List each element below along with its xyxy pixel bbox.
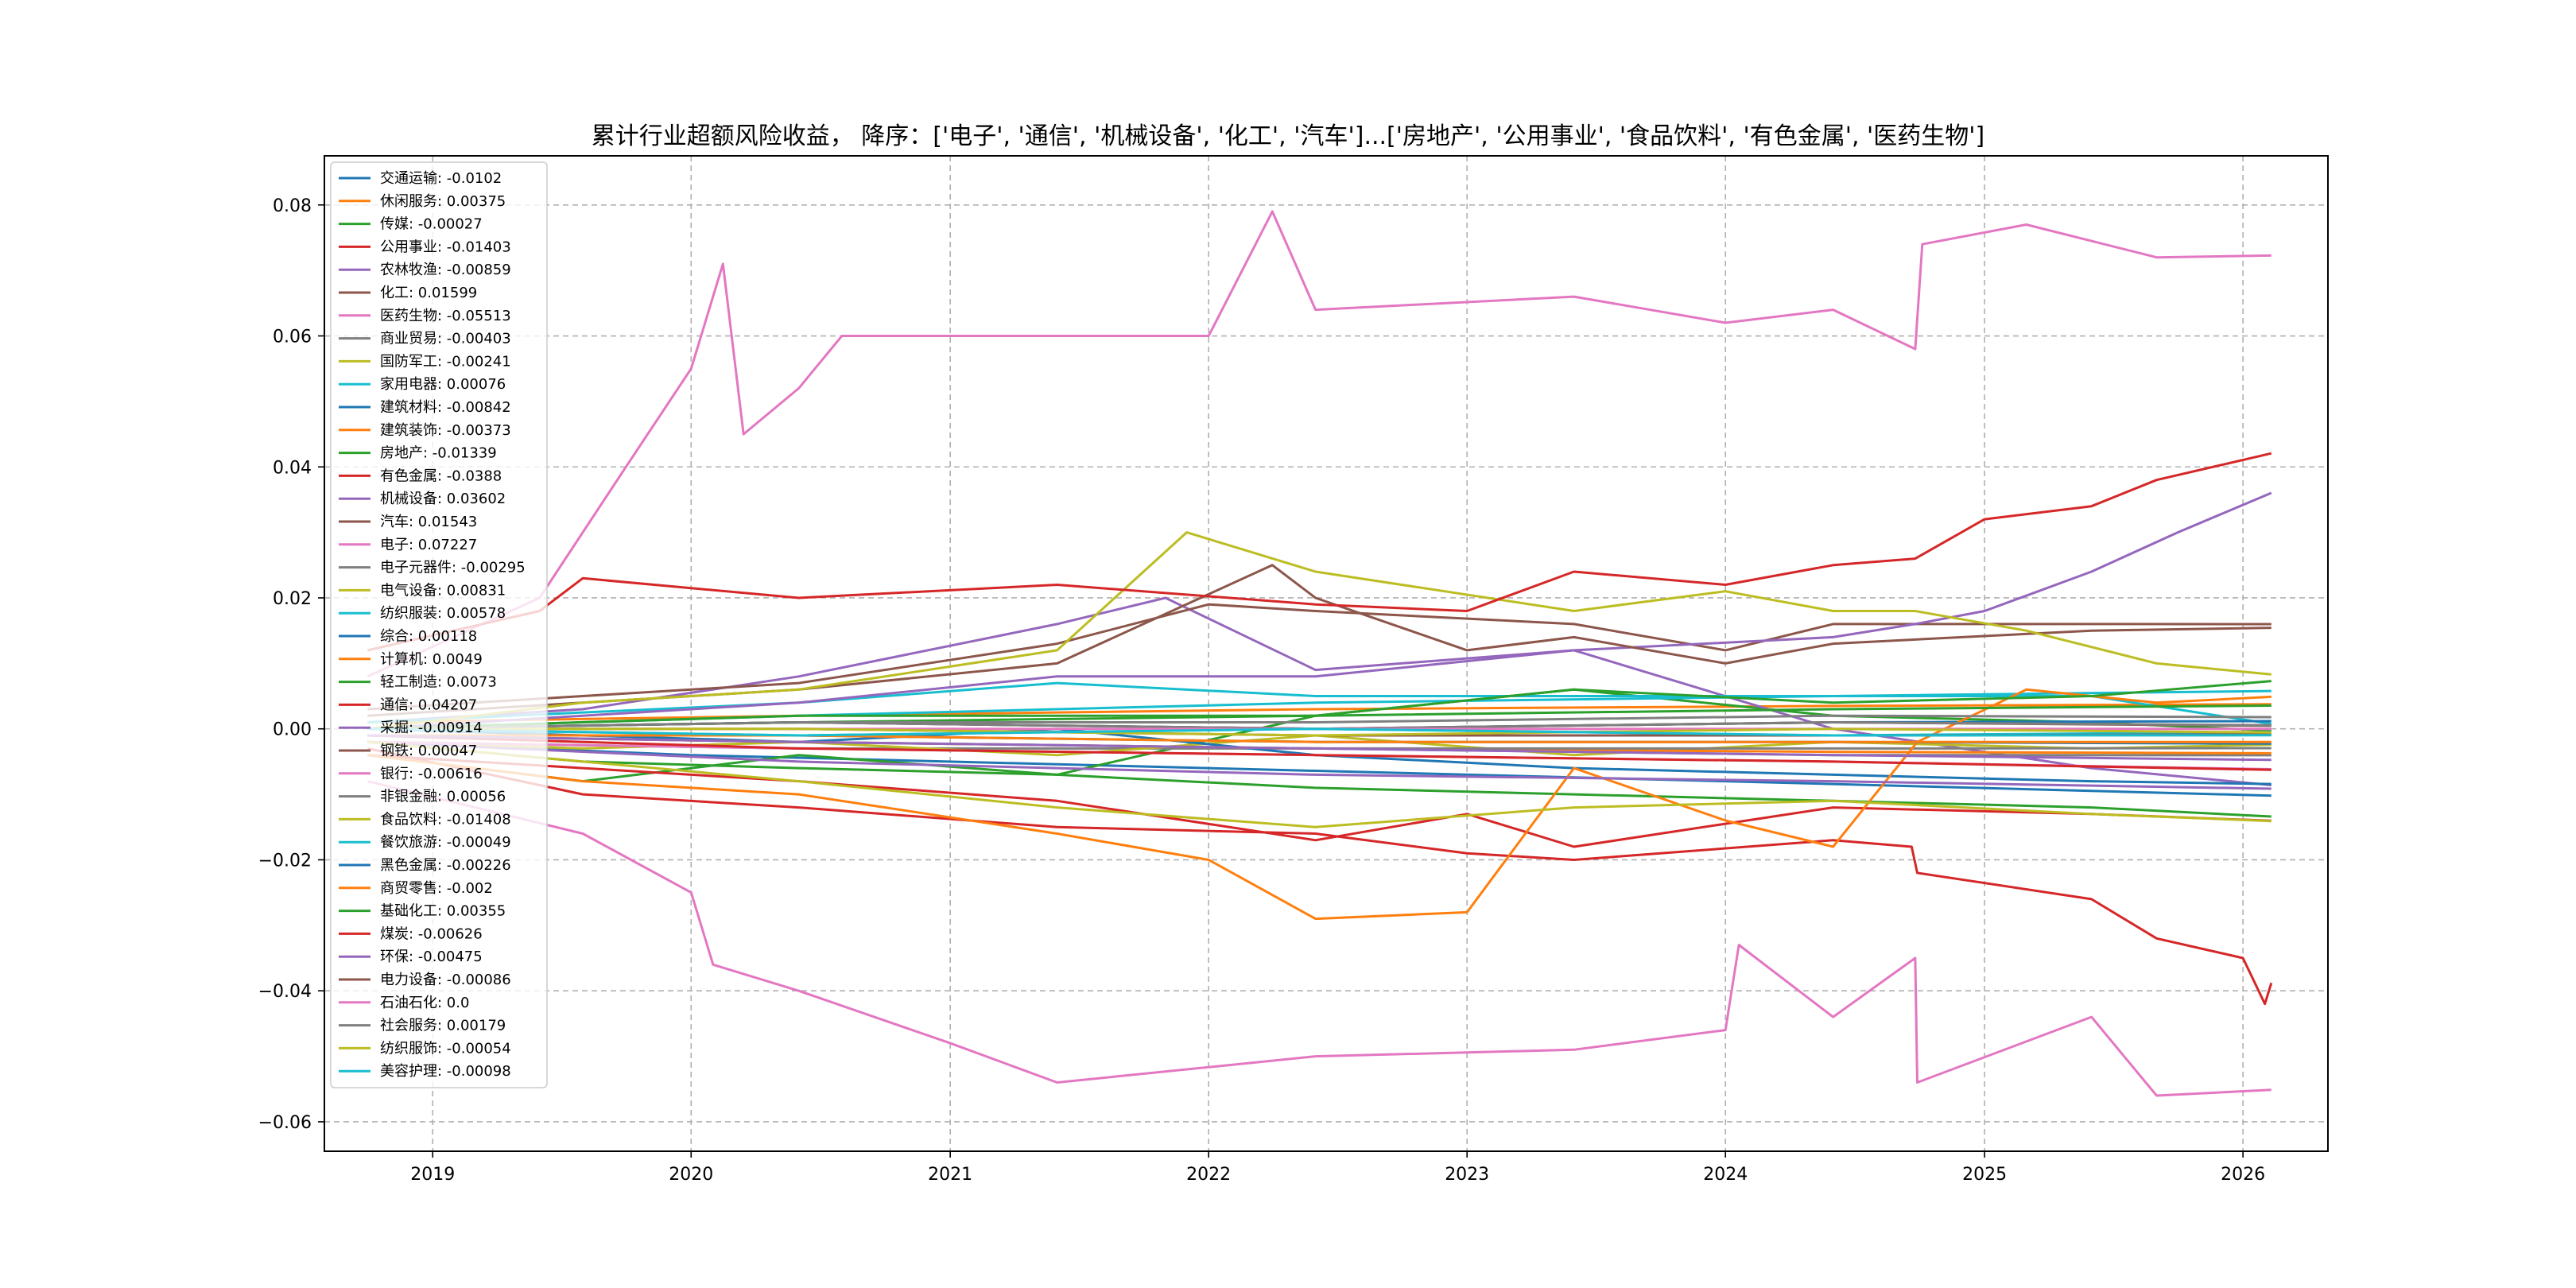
x-tick-label: 2025 xyxy=(1962,1165,2007,1185)
legend-label: 非银金融: 0.00056 xyxy=(380,789,506,805)
legend-label: 纺织服饰: -0.00054 xyxy=(380,1040,511,1057)
series-line-37 xyxy=(367,714,2271,731)
legend-label: 公用事业: -0.01403 xyxy=(380,239,511,255)
y-tick-label: 0.08 xyxy=(273,196,312,216)
series-line-13 xyxy=(367,747,2273,1006)
y-tick-label: −0.06 xyxy=(258,1113,312,1133)
legend-label: 环保: -0.00475 xyxy=(380,949,483,965)
y-tick-label: −0.02 xyxy=(258,851,312,871)
legend-label: 石油石化: 0.0 xyxy=(380,995,469,1011)
legend-label: 美容护理: -0.00098 xyxy=(380,1063,511,1080)
series-line-12 xyxy=(367,740,2271,818)
series-line-6 xyxy=(367,780,2271,1097)
legend-label: 基础化工: 0.00355 xyxy=(380,903,506,920)
series-line-22 xyxy=(367,680,2271,731)
legend-label: 餐饮旅游: -0.00049 xyxy=(380,834,511,851)
x-tick-label: 2022 xyxy=(1186,1165,1231,1185)
series-line-38 xyxy=(367,727,2271,737)
series-line-3 xyxy=(367,754,2271,848)
legend-label: 交通运输: -0.0102 xyxy=(380,170,502,187)
legend-box xyxy=(330,161,548,1088)
series-line-33 xyxy=(367,734,2271,771)
legend-label: 采掘: -0.00914 xyxy=(380,720,483,736)
y-tick-label: 0.06 xyxy=(273,328,312,347)
legend-label: 食品饮料: -0.01408 xyxy=(380,811,511,828)
y-tick-label: 0.02 xyxy=(273,589,312,609)
legend-label: 化工: 0.01599 xyxy=(380,285,477,301)
x-tick-label: 2021 xyxy=(928,1165,972,1185)
plot-frame xyxy=(324,155,2329,1152)
legend-label: 建筑材料: -0.00842 xyxy=(380,399,511,416)
x-tick-label: 2019 xyxy=(410,1165,455,1185)
legend: 交通运输: -0.0102 休闲服务: 0.00375 传媒: -0.00027 公用… xyxy=(330,161,548,1088)
grid-layer xyxy=(324,156,2328,1151)
legend-label: 传媒: -0.00027 xyxy=(380,216,483,233)
legend-label: 家用电器: 0.00076 xyxy=(380,376,506,393)
legend-label: 汽车: 0.01543 xyxy=(380,514,477,530)
legend-label: 农林牧渔: -0.00859 xyxy=(380,262,511,278)
legend-label: 商业贸易: -0.00403 xyxy=(380,331,511,347)
series-line-39 xyxy=(367,727,2271,737)
series-line-18 xyxy=(367,531,2271,731)
legend-label: 计算机: 0.0049 xyxy=(380,651,483,668)
legend-label: 银行: -0.00616 xyxy=(380,766,483,782)
x-tick-label: 2020 xyxy=(669,1165,713,1185)
legend-label: 房地产: -0.01339 xyxy=(380,445,497,462)
legend-label: 电子: 0.07227 xyxy=(380,537,477,553)
legend-label: 社会服务: 0.00179 xyxy=(380,1018,506,1034)
legend-label: 商贸零售: -0.002 xyxy=(380,880,493,897)
series-line-10 xyxy=(367,727,2271,786)
legend-label: 综合: 0.00118 xyxy=(380,628,477,645)
x-tick-label: 2026 xyxy=(2221,1165,2265,1185)
legend-label: 医药生物: -0.05513 xyxy=(380,308,511,324)
legend-label: 建筑装饰: -0.00373 xyxy=(380,422,511,439)
series-line-16 xyxy=(367,210,2271,678)
y-tick-label: 0.04 xyxy=(273,458,312,478)
legend-label: 煤炭: -0.00626 xyxy=(380,925,483,942)
y-tick-label: 0.00 xyxy=(273,720,312,740)
series-line-28 xyxy=(367,740,2271,828)
legend-label: 黑色金属: -0.00226 xyxy=(380,857,511,874)
x-tick-label: 2023 xyxy=(1445,1165,1489,1185)
legend-label: 国防军工: -0.00241 xyxy=(380,353,511,370)
legend-label: 电力设备: -0.00086 xyxy=(380,972,511,988)
series-line-31 xyxy=(367,734,2271,743)
legend-label: 休闲服务: 0.00375 xyxy=(380,193,506,210)
legend-label: 通信: 0.04207 xyxy=(380,696,477,713)
series-line-14 xyxy=(367,491,2272,731)
legend-label: 纺织服装: 0.00578 xyxy=(380,605,506,622)
legend-label: 电子元器件: -0.00295 xyxy=(380,560,526,576)
legend-label: 轻工制造: 0.0073 xyxy=(380,674,497,691)
y-tick-label: −0.04 xyxy=(258,982,312,1002)
series-line-23 xyxy=(367,452,2272,652)
series-layer xyxy=(367,210,2273,1097)
legend-label: 机械设备: 0.03602 xyxy=(380,491,506,507)
legend-label: 钢铁: 0.00047 xyxy=(380,743,477,759)
legend-label: 电气设备: 0.00831 xyxy=(380,582,506,599)
series-line-1 xyxy=(367,703,2271,724)
series-line-24 xyxy=(367,740,2271,790)
x-tick-label: 2024 xyxy=(1703,1165,1748,1185)
tick-layer: 2019 2020 2021 2022 2023 2024 2025 2026 0.08 0.06… xyxy=(258,196,2266,1185)
chart-title: 累计行业超额风险收益， 降序：['电子', '通信', '机械设备', '化工'… xyxy=(591,122,1985,150)
legend-label: 有色金属: -0.0388 xyxy=(380,467,502,484)
series-line-34 xyxy=(367,734,2271,762)
